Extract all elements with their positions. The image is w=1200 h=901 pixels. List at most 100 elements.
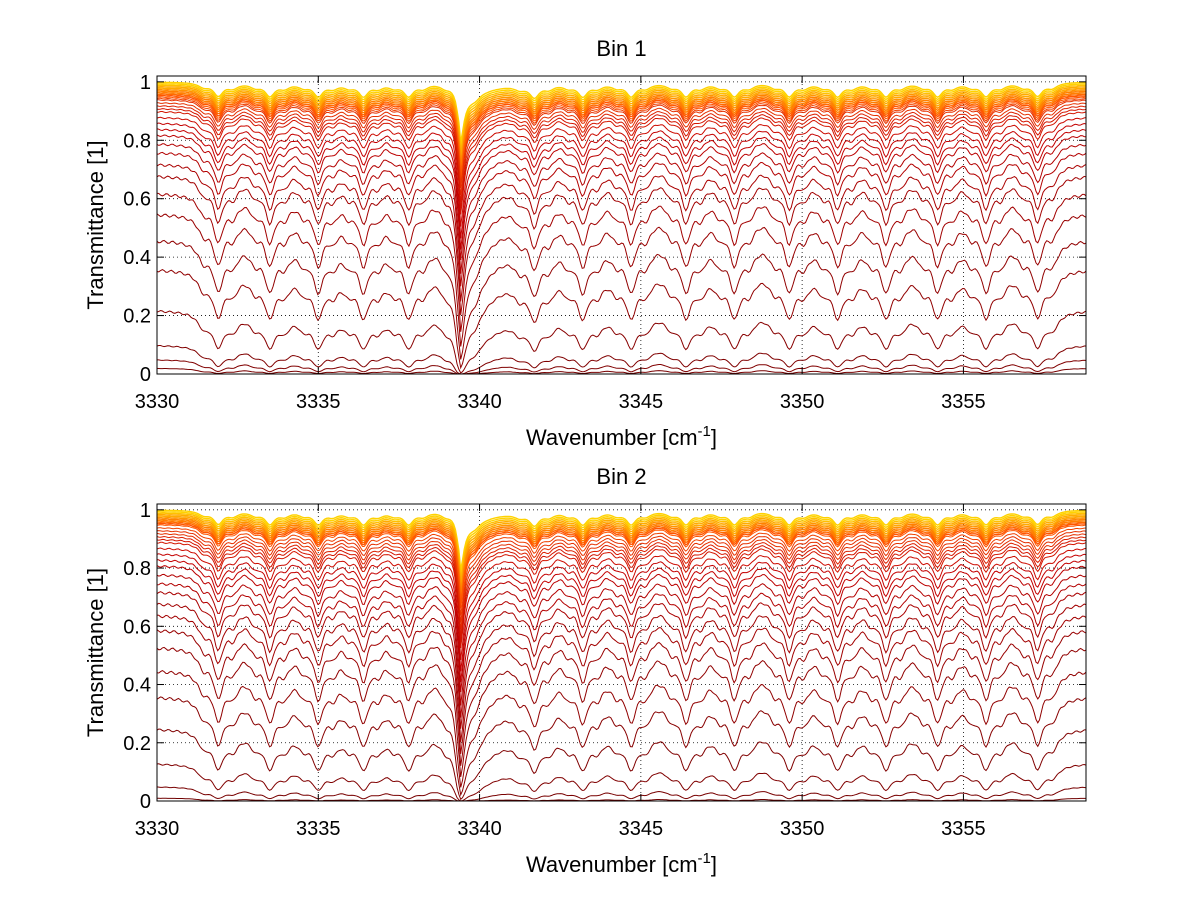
series-line — [157, 128, 1086, 250]
x-tick-label: 3330 — [135, 818, 180, 840]
subplot-bin-1: 3330 3335 3340 3345 3350 3355 0 0.2 0.4 0.6 0.8 1 Bi… — [83, 36, 1087, 450]
series-line — [157, 359, 1086, 374]
y-axis-label: Transmittance [1] — [83, 568, 108, 737]
x-tick-label: 3355 — [941, 818, 986, 840]
series-line — [157, 512, 1086, 579]
series-line — [157, 530, 1086, 623]
series-line — [157, 83, 1086, 147]
series-line — [157, 522, 1086, 605]
series-line — [157, 797, 1086, 801]
series-line — [157, 213, 1086, 347]
series-line — [157, 84, 1086, 151]
series-line — [157, 309, 1086, 374]
series-line — [157, 90, 1086, 167]
chart-title: Bin 2 — [596, 464, 646, 489]
x-axis-label: Wavenumber [cm-1] — [526, 850, 717, 877]
series-line — [157, 111, 1086, 215]
y-tick-label: 0.2 — [123, 733, 151, 755]
series-line — [157, 518, 1086, 595]
series-line — [157, 513, 1086, 583]
series-line — [157, 511, 1086, 575]
series-line — [157, 192, 1086, 332]
y-tick-label: 0 — [140, 364, 151, 386]
axes-box — [156, 503, 1087, 802]
series-line — [157, 509, 1086, 571]
series-line — [157, 763, 1086, 801]
series-line — [157, 97, 1086, 185]
series-line — [157, 532, 1086, 630]
y-axis-label: Transmittance [1] — [83, 140, 108, 309]
series-line — [157, 105, 1086, 202]
y-tick-label: 0.8 — [123, 558, 151, 580]
series-line — [157, 786, 1086, 801]
x-tick-label: 3335 — [296, 818, 341, 840]
series-line — [157, 134, 1086, 260]
series-line — [157, 94, 1086, 178]
series-line — [157, 670, 1086, 788]
x-tick-label: 3330 — [135, 391, 180, 413]
series-line — [157, 88, 1086, 163]
series-line — [157, 96, 1086, 181]
series-line — [157, 559, 1086, 683]
series-line — [157, 345, 1086, 374]
series-line — [157, 516, 1086, 591]
series-line — [157, 646, 1086, 777]
series-line — [157, 519, 1086, 598]
series-line — [157, 143, 1086, 274]
y-tick-label: 0.2 — [123, 306, 151, 328]
y-tick-label: 0.4 — [123, 247, 151, 269]
x-tick-label: 3340 — [457, 818, 502, 840]
series-line — [157, 521, 1086, 602]
y-tick-label: 0.4 — [123, 675, 151, 697]
series-line — [157, 87, 1086, 159]
x-tick-label: 3350 — [780, 818, 825, 840]
series-line — [157, 541, 1086, 649]
series-line — [157, 535, 1086, 637]
series-line — [157, 573, 1086, 706]
series-line — [157, 547, 1086, 660]
series-group — [157, 509, 1086, 801]
y-tick-label: 1 — [140, 500, 151, 522]
series-line — [157, 116, 1086, 227]
series-line — [157, 269, 1086, 370]
y-tick-label: 0.6 — [123, 616, 151, 638]
series-line — [157, 81, 1086, 143]
series-line — [157, 515, 1086, 587]
series-line — [157, 696, 1086, 797]
series-line — [157, 175, 1086, 316]
series-line — [157, 122, 1086, 239]
y-tick-label: 0 — [140, 791, 151, 813]
x-tick-label: 3350 — [780, 391, 825, 413]
y-tick-label: 0.6 — [123, 189, 151, 211]
x-tick-label: 3335 — [296, 391, 341, 413]
series-line — [157, 602, 1086, 743]
subplot-bin-2: 3330 3335 3340 3345 3350 3355 0 0.2 0.4 0.6 0.8 1 Bi… — [83, 464, 1087, 877]
series-line — [157, 86, 1086, 155]
series-line — [157, 614, 1086, 754]
series-line — [157, 102, 1086, 196]
series-line — [157, 565, 1086, 693]
series-line — [157, 582, 1086, 718]
x-tick-label: 3345 — [619, 818, 664, 840]
series-line — [157, 629, 1086, 766]
series-line — [157, 93, 1086, 174]
series-line — [157, 538, 1086, 643]
y-tick-label: 1 — [140, 72, 151, 94]
series-line — [157, 99, 1086, 189]
chart-title: Bin 1 — [596, 36, 646, 61]
series-line — [157, 527, 1086, 616]
x-tick-label: 3355 — [941, 391, 986, 413]
series-line — [157, 151, 1086, 287]
axes-box — [156, 75, 1087, 375]
series-line — [157, 553, 1086, 672]
series-line — [157, 591, 1086, 729]
x-axis-label: Wavenumber [cm-1] — [526, 423, 717, 450]
x-tick-label: 3340 — [457, 391, 502, 413]
series-line — [157, 108, 1086, 209]
series-line — [157, 91, 1086, 171]
series-line — [157, 524, 1086, 609]
series-group — [157, 81, 1086, 374]
series-line — [157, 239, 1086, 360]
series-line — [157, 367, 1086, 374]
